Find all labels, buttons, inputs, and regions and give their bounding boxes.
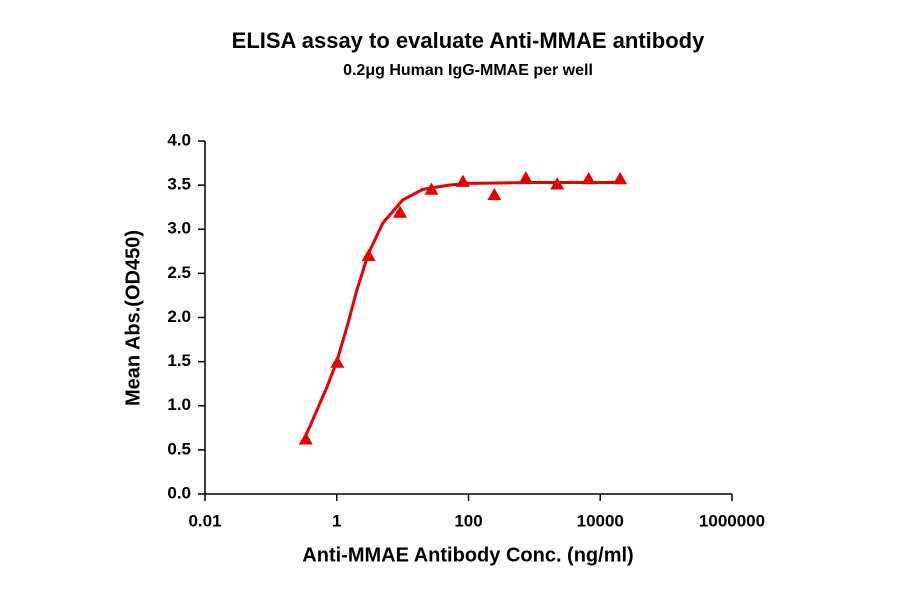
y-axis-label: Mean Abs.(OD450) [122,230,144,406]
x-tick-label: 1 [332,511,341,530]
x-tick-label: 1000000 [699,511,765,530]
y-tick-label: 3.0 [167,219,191,238]
y-tick-label: 1.5 [167,351,191,370]
y-tick-label: 4.0 [167,130,191,149]
y-tick-label: 0.0 [167,483,191,502]
data-point [393,205,408,218]
fit-curve [300,181,621,444]
y-tick-label: 2.5 [167,263,191,282]
y-tick-label: 0.5 [167,439,191,458]
x-axis-label: Anti-MMAE Antibody Conc. (ng/ml) [302,544,633,566]
x-tick-label: 0.01 [188,511,221,530]
data-point [518,171,533,184]
y-tick-label: 3.5 [167,175,191,194]
x-tick-label: 10000 [577,511,624,530]
x-tick-label: 100 [454,511,482,530]
y-tick-label: 2.0 [167,307,191,326]
data-point [487,187,502,201]
chart-title: ELISA assay to evaluate Anti-MMAE antibo… [232,28,705,53]
chart-subtitle: 0.2μg Human IgG-MMAE per well [343,62,593,79]
y-tick-label: 1.0 [167,395,191,414]
